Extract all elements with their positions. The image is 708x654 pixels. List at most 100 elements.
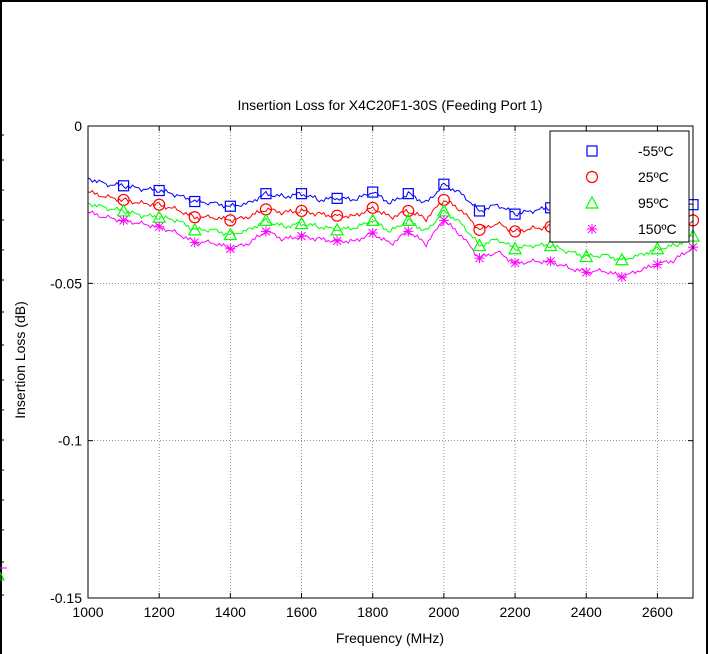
marker-triangle [650, 241, 665, 255]
asterisk-stroke [368, 228, 378, 238]
marker-triangle [472, 238, 487, 252]
asterisk-stroke [510, 258, 520, 268]
x-tick-label: 2400 [571, 604, 602, 620]
y-tick-label: 0 [74, 118, 82, 134]
marker-square [117, 180, 130, 192]
marker-triangle [579, 249, 594, 263]
marker-asterisk [367, 227, 378, 238]
marker-square [473, 205, 486, 217]
legend-label: -55ºC [638, 143, 673, 159]
asterisk-stroke [297, 231, 306, 241]
marker-square [367, 186, 379, 198]
marker-triangle [258, 213, 273, 226]
marker-triangle [508, 241, 523, 255]
asterisk-stroke [475, 253, 484, 263]
asterisk-stroke [119, 216, 128, 225]
marker-triangle [543, 238, 558, 252]
marker-asterisk [118, 215, 129, 226]
x-tick-label: 1200 [144, 604, 175, 620]
marker-asterisk [332, 235, 343, 246]
asterisk-stroke [403, 227, 413, 236]
marker-circle [473, 223, 486, 236]
clipped-left-figure-edge [0, 134, 7, 596]
y-axis-label: Insertion Loss (dB) [12, 301, 28, 419]
marker-triangle [584, 195, 600, 209]
marker-square [509, 208, 521, 220]
y-tick-labels: 0 -0.05 -0.1 -0.15 [50, 118, 82, 606]
x-tick-label: 1800 [357, 604, 388, 620]
marker-asterisk [296, 231, 307, 242]
asterisk-stroke [190, 238, 200, 247]
marker-asterisk [581, 267, 592, 278]
marker-asterisk [403, 226, 414, 237]
marker-circle [508, 225, 522, 238]
x-tick-label: 2000 [428, 604, 459, 620]
y-tick-label: -0.15 [50, 590, 82, 606]
asterisk-stroke [587, 224, 597, 234]
marker-asterisk [474, 253, 485, 264]
marker-circle [331, 209, 344, 222]
edge-mark [0, 571, 5, 581]
marker-asterisk [616, 272, 627, 283]
legend: -55ºC 25ºC 95ºC 150ºC [549, 130, 690, 243]
marker-square [189, 195, 201, 208]
marker-square [224, 200, 236, 212]
legend-label: 25ºC [638, 169, 669, 185]
asterisk-stroke [653, 260, 662, 269]
marker-asterisk [438, 215, 449, 226]
axis-ticks [87, 125, 693, 599]
marker-square [153, 184, 165, 197]
asterisk-stroke [225, 244, 235, 254]
asterisk-stroke [546, 256, 556, 266]
marker-square [260, 188, 272, 200]
marker-asterisk [154, 221, 165, 232]
marker-triangle [330, 222, 345, 236]
x-tick-label: 2200 [499, 604, 530, 620]
asterisk-stroke [332, 236, 342, 246]
asterisk-stroke [617, 272, 627, 282]
series-line-2 [87, 202, 694, 262]
x-tick-label: 1600 [286, 604, 317, 620]
legend-label: 150ºC [638, 221, 677, 237]
x-tick-label: 1400 [215, 604, 246, 620]
marker-triangle [223, 227, 238, 241]
marker-asterisk [545, 256, 556, 267]
marker-triangle [401, 213, 416, 226]
asterisk-stroke [261, 227, 271, 236]
marker-triangle [294, 216, 309, 230]
marker-circle [224, 214, 237, 227]
marker-circle [188, 211, 201, 224]
x-tick-label: 1000 [72, 604, 103, 620]
marker-asterisk [510, 257, 521, 268]
x-tick-label: 2600 [642, 604, 673, 620]
legend-box [549, 130, 690, 243]
marker-asterisk [260, 226, 271, 237]
marker-circle [402, 204, 415, 218]
marker-triangle [187, 222, 202, 236]
asterisk-stroke [154, 222, 164, 232]
chart-title: Insertion Loss for X4C20F1-30S (Feeding … [237, 97, 542, 113]
y-tick-label: -0.1 [58, 433, 82, 449]
marker-square [295, 188, 308, 200]
plot-area-border [87, 125, 694, 599]
marker-triangle [365, 213, 380, 226]
asterisk-stroke [581, 267, 591, 277]
asterisk-stroke [439, 216, 449, 225]
marker-circle [585, 170, 599, 184]
marker-asterisk [587, 224, 597, 234]
marker-square [402, 188, 414, 200]
series-line-3 [87, 210, 694, 280]
x-tick-labels: 1000 1200 1400 1600 1800 2000 2200 2400 2600 [72, 604, 673, 620]
marker-square [331, 192, 343, 204]
marker-square [586, 145, 598, 157]
legend-label: 95ºC [638, 195, 669, 211]
x-axis-label: Frequency (MHz) [336, 630, 444, 646]
marker-asterisk [652, 259, 663, 270]
marker-square [438, 178, 450, 190]
marker-asterisk [225, 243, 236, 254]
y-tick-label: -0.05 [50, 275, 82, 291]
marker-asterisk [189, 237, 200, 248]
marker-triangle [614, 252, 629, 266]
